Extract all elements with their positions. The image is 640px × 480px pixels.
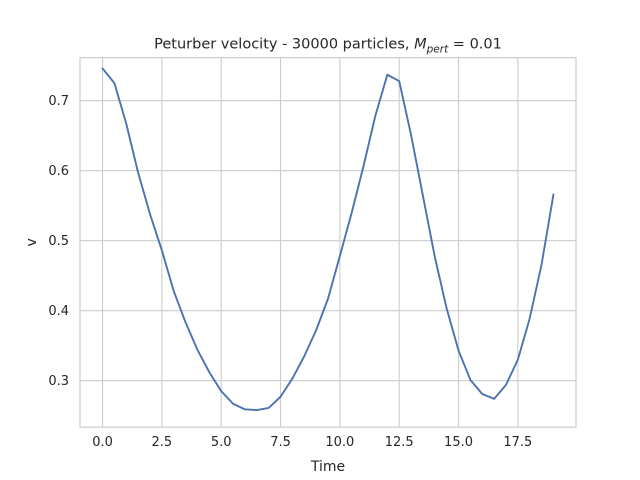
- x-tick-label: 2.5: [152, 435, 173, 450]
- chart-title-prefix: Peturber velocity - 30000 particles,: [154, 37, 414, 53]
- tick-label-layer: 0.0 2.5 5.0 7.5 10.0 12.5 15.0 17.5 0.3 0.4 0.5 0.6…: [48, 94, 532, 450]
- plot-frame: [79, 56, 577, 428]
- x-tick-label: 10.0: [325, 435, 354, 450]
- x-tick-label: 17.5: [503, 435, 532, 450]
- chart-title-math-symbol: M: [414, 37, 427, 53]
- chart-title-math-subscript: pert: [426, 44, 449, 56]
- x-tick-label: 7.5: [270, 435, 291, 450]
- x-tick-label: 15.0: [444, 435, 473, 450]
- x-tick-label: 0.0: [92, 435, 113, 450]
- chart-title-suffix: = 0.01: [448, 37, 502, 53]
- x-axis-label: Time: [310, 459, 345, 475]
- y-tick-label: 0.3: [48, 374, 69, 389]
- x-tick-label: 5.0: [211, 435, 232, 450]
- grid-layer: [80, 57, 576, 428]
- chart-title: Peturber velocity - 30000 particles, Mpe…: [154, 37, 502, 56]
- velocity-series-line: [101, 67, 555, 411]
- y-tick-label: 0.4: [48, 304, 69, 319]
- series-layer: [101, 67, 555, 411]
- y-axis-label: v: [24, 238, 40, 246]
- x-tick-label: 12.5: [385, 435, 414, 450]
- y-tick-label: 0.6: [48, 164, 69, 179]
- y-tick-label: 0.7: [48, 94, 69, 109]
- y-tick-label: 0.5: [48, 234, 69, 249]
